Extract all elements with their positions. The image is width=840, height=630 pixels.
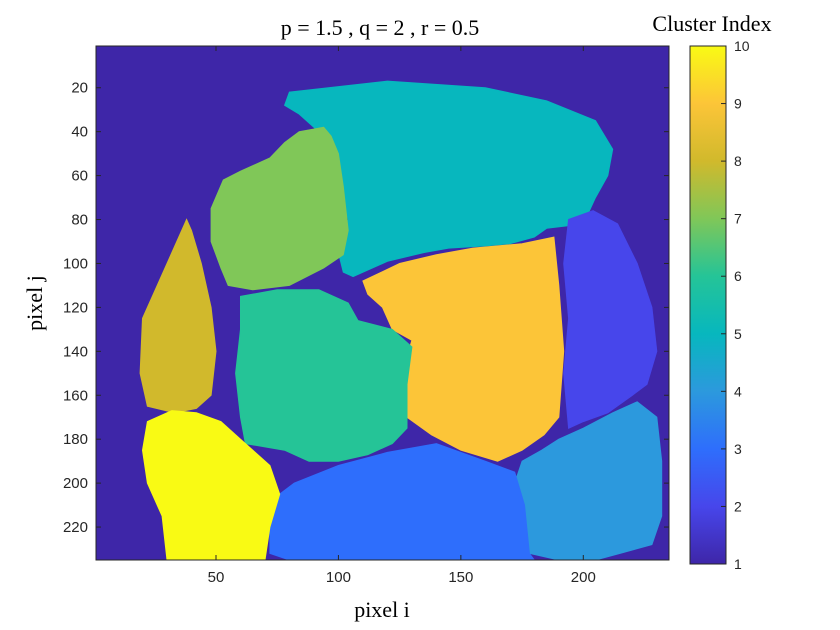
y-tick-label: 220 xyxy=(63,519,88,536)
x-axis-label: pixel i xyxy=(354,597,410,622)
plot-frame xyxy=(95,45,670,561)
y-axis-label: pixel j xyxy=(22,275,47,331)
colorbar-tick-label: 5 xyxy=(734,326,742,342)
colorbar: 1 2 3 4 5 6 7 8 9 10 xyxy=(689,38,750,572)
cluster-region-7 xyxy=(210,126,349,291)
x-axis-ticks: 50 100 150 200 xyxy=(208,46,596,586)
colorbar-tick-label: 10 xyxy=(734,38,750,54)
colorbar-tick-label: 2 xyxy=(734,498,742,514)
x-tick-label: 50 xyxy=(208,569,225,586)
colorbar-tick-label: 9 xyxy=(734,96,742,112)
y-tick-label: 40 xyxy=(71,124,88,141)
y-tick-label: 160 xyxy=(63,387,88,404)
colorbar-tick-label: 4 xyxy=(734,383,742,399)
colorbar-gradient xyxy=(689,45,727,565)
colorbar-tick-label: 3 xyxy=(734,441,742,457)
colorbar-ticks: 1 2 3 4 5 6 7 8 9 10 xyxy=(721,38,750,572)
cluster-regions xyxy=(139,80,663,561)
y-tick-label: 80 xyxy=(71,212,88,229)
y-tick-label: 20 xyxy=(71,80,88,97)
cluster-region-3 xyxy=(269,443,536,561)
colorbar-tick-label: 1 xyxy=(734,556,742,572)
colorbar-tick-label: 6 xyxy=(734,268,742,284)
cluster-region-9 xyxy=(362,236,565,462)
y-axis-ticks: 20 40 60 80 100 120 140 160 180 200 220 xyxy=(63,80,669,536)
y-tick-label: 180 xyxy=(63,431,88,448)
cluster-region-6 xyxy=(235,289,413,462)
colorbar-title: Cluster Index xyxy=(652,11,771,36)
x-tick-label: 150 xyxy=(448,569,473,586)
y-tick-label: 140 xyxy=(63,343,88,360)
x-tick-label: 200 xyxy=(571,569,596,586)
chart-title: p = 1.5 , q = 2 , r = 0.5 xyxy=(281,15,480,40)
colorbar-tick-label: 7 xyxy=(734,211,742,227)
x-tick-label: 100 xyxy=(326,569,351,586)
cluster-region-10 xyxy=(141,410,281,561)
colorbar-tick-label: 8 xyxy=(734,153,742,169)
y-tick-label: 60 xyxy=(71,168,88,185)
y-tick-label: 120 xyxy=(63,299,88,316)
y-tick-label: 100 xyxy=(63,255,88,272)
cluster-region-2 xyxy=(563,210,658,429)
heatmap-plot xyxy=(95,45,670,561)
y-tick-label: 200 xyxy=(63,475,88,492)
cluster-region-8 xyxy=(139,218,217,414)
cluster-region-4 xyxy=(514,401,663,561)
